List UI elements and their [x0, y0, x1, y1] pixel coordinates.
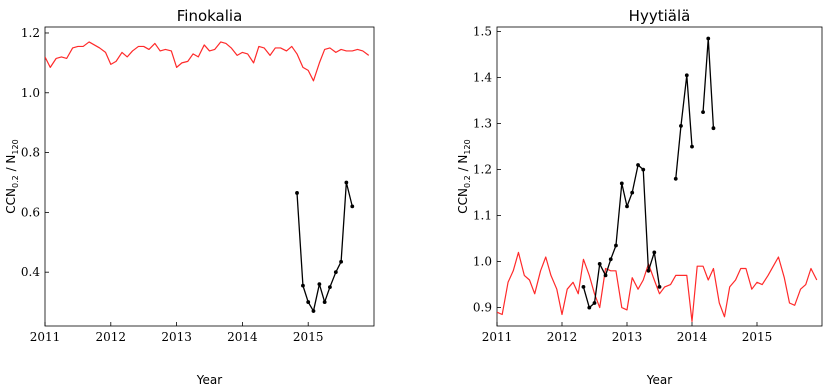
- y-tick-label: 1.5: [473, 25, 492, 39]
- data-point: [597, 262, 602, 266]
- y-tick-label: 0.9: [473, 301, 492, 315]
- y-axis-label-sub: 120: [11, 139, 20, 154]
- data-point: [301, 283, 305, 288]
- y-tick-label: 0.8: [21, 146, 40, 160]
- y-axis-label-n: / N: [4, 155, 18, 176]
- data-point: [603, 273, 608, 278]
- y-tick-label: 1.2: [473, 163, 492, 177]
- plot-area: [45, 41, 370, 313]
- data-point: [679, 124, 683, 128]
- y-tick-label: 1.1: [473, 209, 492, 223]
- y-axis-label-sub: 0.2: [11, 175, 20, 188]
- data-point: [333, 270, 338, 275]
- x-tick-label: 2011: [30, 330, 61, 344]
- y-tick-label: 1.0: [21, 86, 40, 100]
- data-point: [652, 250, 657, 255]
- plot-frame: [44, 26, 375, 327]
- observed-series-line: [702, 37, 715, 129]
- data-point: [608, 257, 613, 262]
- data-point: [592, 301, 597, 305]
- y-axis-label-sub: 0.2: [463, 175, 472, 188]
- data-point: [306, 300, 311, 304]
- data-point: [581, 285, 586, 289]
- x-tick-label: 2014: [227, 330, 258, 344]
- data-point: [339, 259, 343, 264]
- y-axis-label-sub: 120: [463, 139, 472, 154]
- data-point: [328, 285, 332, 290]
- panel-hyytiala: Hyytiälä 2011 2012 2013 2014 2015 0.9 1.0 1.1 1.2…: [456, 7, 823, 387]
- y-axis-label: CCN0.2 / N120: [456, 139, 472, 213]
- chart-title: Finokalia: [177, 7, 243, 25]
- observed-series-line: [582, 164, 661, 309]
- data-point: [619, 181, 624, 186]
- x-tick-label: 2015: [742, 330, 773, 344]
- x-axis-label: Year: [196, 373, 222, 387]
- y-tick-label: 1.2: [21, 26, 40, 40]
- data-point: [657, 285, 662, 289]
- data-point: [317, 282, 322, 287]
- y-tick-label: 1.4: [473, 71, 492, 85]
- observed-series-line: [675, 74, 693, 179]
- data-point: [614, 243, 618, 248]
- data-point: [646, 268, 651, 273]
- data-point: [673, 176, 678, 181]
- x-tick-label: 2013: [161, 330, 192, 344]
- x-tick-label: 2014: [677, 330, 708, 344]
- data-point: [625, 204, 629, 209]
- x-tick-label: 2012: [547, 330, 578, 344]
- x-axis-label: Year: [646, 373, 672, 387]
- y-tick-label: 0.4: [21, 265, 40, 279]
- y-tick-label: 0.6: [21, 205, 40, 219]
- data-point: [295, 191, 299, 195]
- data-point: [711, 126, 716, 131]
- x-tick-label: 2013: [612, 330, 643, 344]
- data-point: [701, 110, 705, 114]
- data-point: [350, 204, 355, 209]
- chart-title: Hyytiälä: [629, 7, 691, 25]
- model-series-line: [497, 251, 818, 322]
- data-point: [322, 300, 327, 304]
- x-tick-label: 2012: [96, 330, 127, 344]
- y-axis-label: CCN0.2 / N120: [4, 139, 20, 213]
- x-tick-label: 2011: [482, 330, 513, 344]
- data-point: [636, 163, 640, 167]
- observed-series-line: [296, 181, 353, 312]
- plot-frame: [496, 26, 823, 327]
- y-tick-label: 1.3: [473, 117, 492, 131]
- data-point: [641, 167, 646, 172]
- data-point: [311, 309, 316, 313]
- model-series-line: [45, 41, 370, 82]
- plot-area: [497, 36, 818, 322]
- data-point: [706, 36, 711, 41]
- data-point: [630, 190, 635, 195]
- data-point: [587, 305, 592, 310]
- y-axis-label-ccn: CCN: [4, 188, 18, 214]
- y-tick-label: 1.0: [473, 255, 492, 269]
- y-axis-label-n: / N: [456, 155, 470, 176]
- data-point: [684, 73, 689, 78]
- y-axis-label-ccn: CCN: [456, 188, 470, 214]
- data-point: [690, 144, 694, 149]
- data-point: [344, 180, 349, 185]
- panel-finokalia: Finokalia 2011 2012 2013 2014 2015 0.4 0.6 0.8 1.…: [4, 7, 375, 387]
- x-tick-label: 2015: [293, 330, 324, 344]
